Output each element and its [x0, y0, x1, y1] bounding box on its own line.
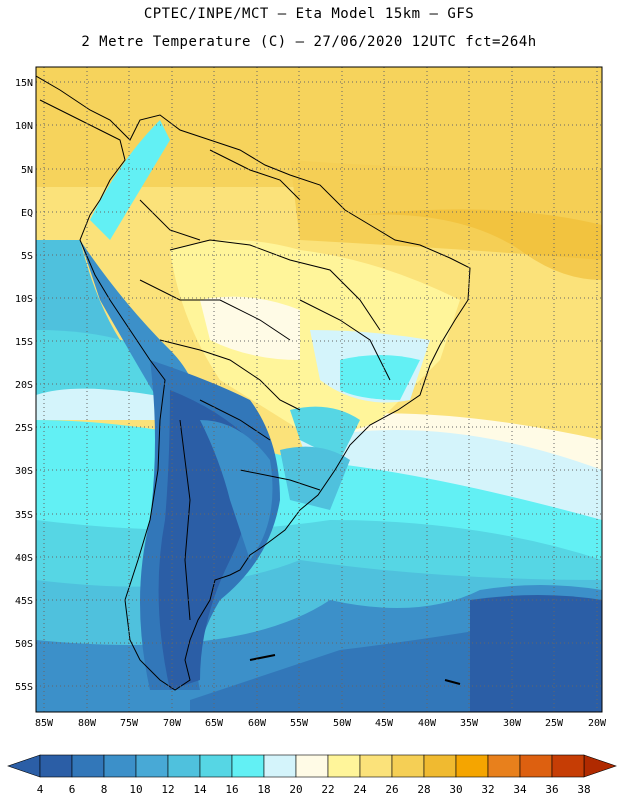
lat-label: 25S — [15, 423, 33, 434]
map-frame — [35, 66, 603, 713]
colorbar-swatch — [359, 754, 393, 778]
colorbar-swatch — [423, 754, 457, 778]
lat-label: 55S — [15, 682, 33, 693]
colorbar-label: 36 — [545, 783, 558, 796]
country-borders — [36, 75, 471, 691]
lon-label: 25W — [545, 718, 564, 729]
lat-label: 50S — [15, 639, 33, 650]
lat-label: 10N — [15, 121, 33, 132]
lon-label: 80W — [78, 718, 97, 729]
lon-label: 75W — [120, 718, 139, 729]
colorbar-swatch — [231, 754, 265, 778]
colorbar-swatch — [487, 754, 521, 778]
lat-label: 20S — [15, 380, 33, 391]
colorbar-label: 12 — [161, 783, 174, 796]
map-title: CPTEC/INPE/MCT – Eta Model 15km – GFS — [143, 6, 475, 22]
lon-label: 60W — [248, 718, 267, 729]
colorbar-swatch — [199, 754, 233, 778]
colorbar-swatch — [39, 754, 73, 778]
lat-label: EQ — [21, 208, 33, 219]
lat-label: 15S — [15, 337, 33, 348]
colorbar-swatch — [103, 754, 137, 778]
colorbar-swatch — [135, 754, 169, 778]
colorbar-label: 4 — [37, 783, 44, 796]
colorbar-label: 20 — [289, 783, 302, 796]
colorbar-label: 6 — [69, 783, 76, 796]
lon-label: 30W — [503, 718, 522, 729]
colorbar-low-arrow — [7, 754, 41, 778]
colorbar-label: 24 — [353, 783, 367, 796]
lat-label: 35S — [15, 510, 33, 521]
colorbar-swatch — [391, 754, 425, 778]
lat-label: 40S — [15, 553, 33, 564]
colorbar-label: 10 — [129, 783, 142, 796]
lon-label: 50W — [333, 718, 352, 729]
colorbar-label: 34 — [513, 783, 527, 796]
lat-label: 5S — [21, 251, 33, 262]
colorbar-label: 14 — [193, 783, 207, 796]
lat-label: 45S — [15, 596, 33, 607]
colorbar-high-arrow — [583, 754, 617, 778]
lon-label: 70W — [163, 718, 182, 729]
map-subtitle: 2 Metre Temperature (C) – 27/06/2020 12U… — [81, 34, 537, 50]
colorbar-label: 8 — [101, 783, 108, 796]
lon-label: 20W — [588, 718, 607, 729]
lon-label: 55W — [290, 718, 309, 729]
colorbar-swatch — [327, 754, 361, 778]
colorbar-label: 18 — [257, 783, 270, 796]
lon-label: 45W — [375, 718, 394, 729]
colorbar-label: 16 — [225, 783, 238, 796]
colorbar-legend: 4 6 8 10 12 14 16 18 20 22 24 26 28 30 32 34 36 38 — [7, 754, 617, 796]
colorbar-swatch — [551, 754, 585, 778]
lon-label: 65W — [205, 718, 224, 729]
lon-label: 85W — [35, 718, 54, 729]
lat-label: 5N — [21, 165, 33, 176]
temperature-field — [36, 67, 602, 712]
colorbar-swatch — [295, 754, 329, 778]
colorbar-swatch — [455, 754, 489, 778]
colorbar-label: 38 — [577, 783, 590, 796]
latitude-labels: 15N 10N 5N EQ 5S 10S 15S 20S 25S 30S 35S… — [15, 78, 33, 693]
colorbar-label: 22 — [321, 783, 334, 796]
lat-label: 30S — [15, 466, 33, 477]
colorbar-label: 32 — [481, 783, 494, 796]
colorbar-label: 28 — [417, 783, 430, 796]
lon-label: 40W — [418, 718, 437, 729]
longitude-labels: 85W 80W 75W 70W 65W 60W 55W 50W 45W 40W … — [35, 718, 607, 729]
colorbar-swatch — [71, 754, 105, 778]
lon-label: 35W — [460, 718, 479, 729]
lat-label: 15N — [15, 78, 33, 89]
colorbar-swatch — [519, 754, 553, 778]
colorbar-swatch — [167, 754, 201, 778]
lat-label: 10S — [15, 294, 33, 305]
colorbar-swatch — [263, 754, 297, 778]
colorbar-label: 26 — [385, 783, 398, 796]
colorbar-label: 30 — [449, 783, 462, 796]
